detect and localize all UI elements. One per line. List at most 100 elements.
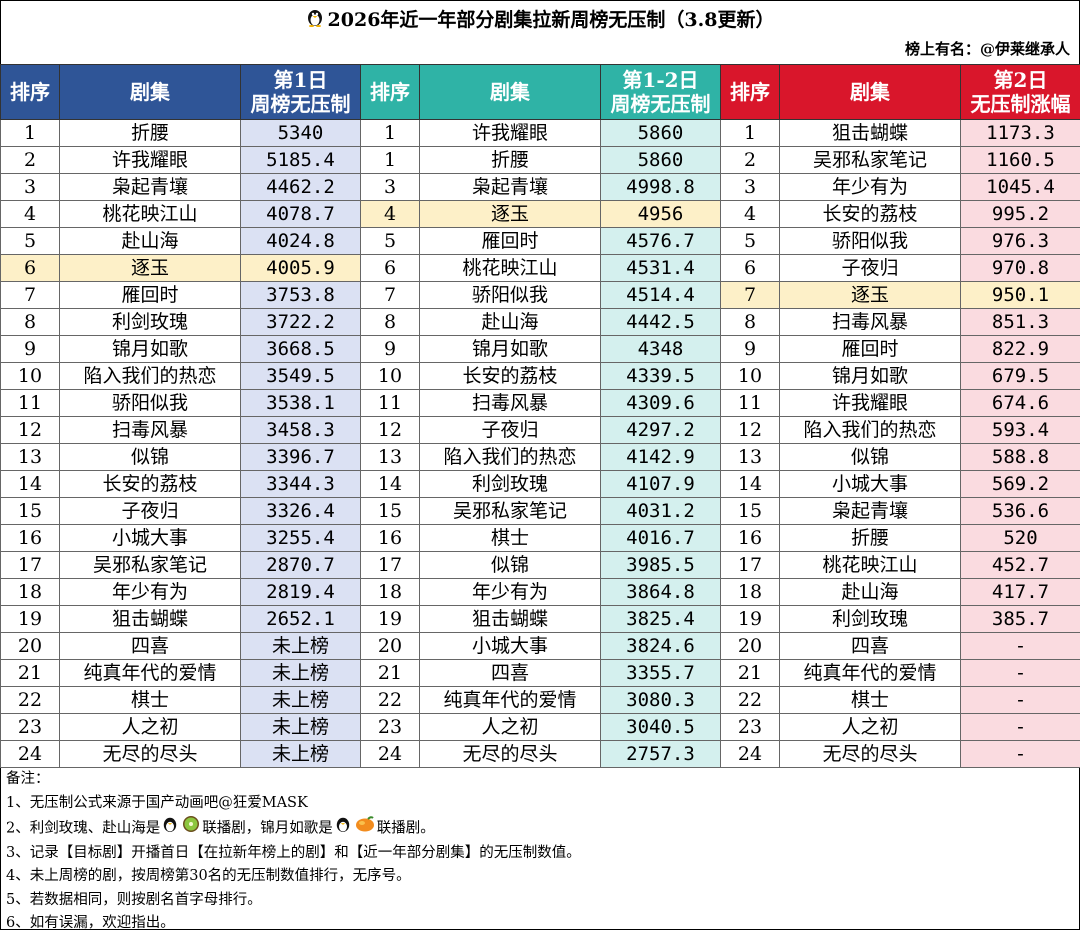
rank-cell: 11 [1,390,60,417]
value-cell: 2652.1 [241,606,361,633]
note-2-part-c: 联播剧。 [377,820,435,836]
note-6: 6、如有误漏，欢迎指出。 [6,912,1066,936]
rank-cell: 14 [361,471,420,498]
show-name-cell: 无尽的尽头 [780,741,961,768]
value-cell: 3668.5 [241,336,361,363]
rank-header: 排序 [721,65,780,120]
note-5: 5、若数据相同，则按剧名首字母排行。 [6,889,1066,913]
value-cell: 970.8 [961,255,1080,282]
value-cell: 3824.6 [601,633,721,660]
show-name-cell: 长安的荔枝 [60,471,241,498]
show-name-cell: 人之初 [420,714,601,741]
show-name-cell: 棋士 [60,687,241,714]
rank-cell: 23 [721,714,780,741]
show-name-cell: 赴山海 [60,228,241,255]
show-name-cell: 桃花映江山 [420,255,601,282]
show-name-cell: 利剑玫瑰 [60,309,241,336]
value-cell: 2757.3 [601,741,721,768]
rank-cell: 5 [1,228,60,255]
show-name-cell: 雁回时 [60,282,241,309]
show-name-cell: 小城大事 [780,471,961,498]
value-cell: 4514.4 [601,282,721,309]
show-name-cell: 许我耀眼 [60,147,241,174]
penguin-icon [162,815,178,842]
rank-cell: 15 [361,498,420,525]
rank-cell: 1 [1,120,60,147]
rank-cell: 4 [721,201,780,228]
value-cell: 520 [961,525,1080,552]
show-name-cell: 年少有为 [60,579,241,606]
show-name-cell: 骄阳似我 [60,390,241,417]
value-cell: 未上榜 [241,714,361,741]
value-cell: 4031.2 [601,498,721,525]
rank-cell: 14 [721,471,780,498]
rank-cell: 22 [1,687,60,714]
value-cell: 1160.5 [961,147,1080,174]
show-name-cell: 赴山海 [780,579,961,606]
show-name-cell: 狙击蝴蝶 [780,120,961,147]
rank-cell: 20 [721,633,780,660]
rank-cell: 19 [1,606,60,633]
penguin-icon [335,815,351,842]
rank-cell: 11 [721,390,780,417]
value-cell: 4576.7 [601,228,721,255]
show-name-cell: 狙击蝴蝶 [420,606,601,633]
title-text: 2026年近一年部分剧集拉新周榜无压制（3.8更新） [328,9,775,31]
value-cell: 4024.8 [241,228,361,255]
rank-cell: 18 [721,579,780,606]
value-cell: 2870.7 [241,552,361,579]
rank-cell: 7 [361,282,420,309]
show-name-cell: 许我耀眼 [420,120,601,147]
show-name-cell: 桃花映江山 [60,201,241,228]
show-name-cell: 似锦 [780,444,961,471]
rank-cell: 2 [1,147,60,174]
show-name-cell: 年少有为 [420,579,601,606]
rank-cell: 4 [361,201,420,228]
notes-heading: 备注： [6,768,1066,792]
value-cell: - [961,741,1080,768]
value-cell: 3396.7 [241,444,361,471]
show-header: 剧集 [420,65,601,120]
show-name-cell: 桃花映江山 [780,552,961,579]
show-name-cell: 纯真年代的爱情 [780,660,961,687]
show-name-cell: 逐玉 [60,255,241,282]
rank-cell: 9 [361,336,420,363]
value-cell: 4348 [601,336,721,363]
value-cell: - [961,687,1080,714]
show-name-cell: 四喜 [420,660,601,687]
rank-cell: 2 [721,147,780,174]
rank-cell: 17 [721,552,780,579]
rank-cell: 12 [721,417,780,444]
value-cell: 3326.4 [241,498,361,525]
rank-cell: 14 [1,471,60,498]
value-cell: - [961,633,1080,660]
show-name-cell: 吴邪私家笔记 [780,147,961,174]
show-name-cell: 许我耀眼 [780,390,961,417]
rank-cell: 8 [361,309,420,336]
value-cell: 995.2 [961,201,1080,228]
notes-section: 备注： 1、无压制公式来源于国产动画吧@狂爱MASK 2、利剑玫瑰、赴山海是 联… [6,768,1066,936]
show-name-cell: 无尽的尽头 [60,741,241,768]
value-cell: 3864.8 [601,579,721,606]
show-name-cell: 四喜 [60,633,241,660]
show-name-cell: 年少有为 [780,174,961,201]
rank-cell: 12 [1,417,60,444]
value-cell: 976.3 [961,228,1080,255]
rank-cell: 18 [1,579,60,606]
rank-cell: 24 [721,741,780,768]
show-name-cell: 吴邪私家笔记 [420,498,601,525]
rank-cell: 8 [721,309,780,336]
show-name-cell: 扫毒风暴 [780,309,961,336]
